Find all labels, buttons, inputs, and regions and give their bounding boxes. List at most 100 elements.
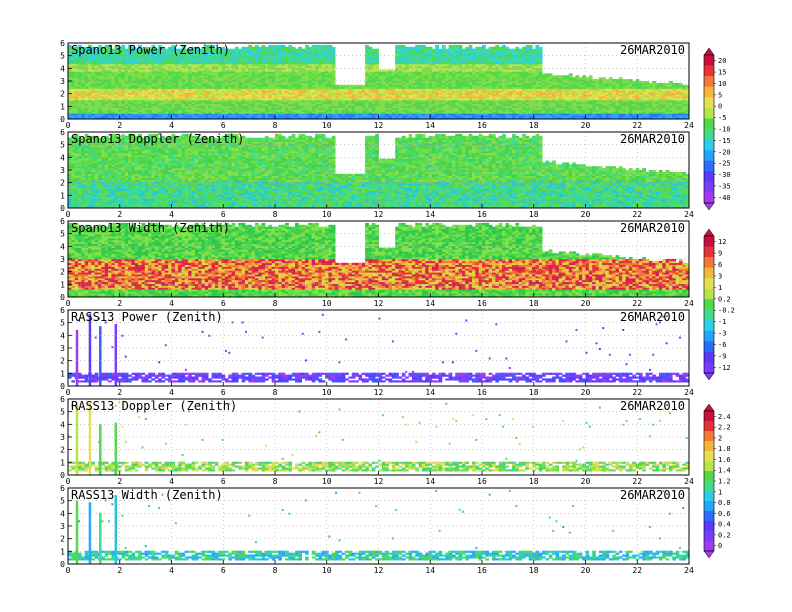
heatmap-cell <box>178 58 182 60</box>
heatmap-cell <box>482 85 486 87</box>
heatmap-cell <box>328 115 332 117</box>
heatmap-cell <box>98 87 102 89</box>
heatmap-cell <box>492 104 496 106</box>
heatmap-cell <box>268 81 272 83</box>
heatmap-cell <box>215 83 219 85</box>
heatmap-cell <box>308 51 312 53</box>
heatmap-cell <box>175 104 179 106</box>
heatmap-cell <box>312 94 316 96</box>
heatmap-cell <box>215 64 219 66</box>
heatmap-cell <box>145 77 149 79</box>
heatmap-cell <box>265 91 269 93</box>
heatmap-cell <box>78 68 82 70</box>
heatmap-cell <box>151 106 155 108</box>
heatmap-cell <box>469 108 473 110</box>
heatmap-cell <box>212 60 216 62</box>
heatmap-cell <box>452 51 456 53</box>
heatmap-cell <box>522 66 526 68</box>
heatmap-cell <box>512 85 516 87</box>
heatmap-cell <box>282 113 286 115</box>
heatmap-cell <box>195 73 199 75</box>
heatmap-cell <box>419 100 423 102</box>
heatmap-cell <box>115 75 119 77</box>
heatmap-cell <box>228 58 232 60</box>
heatmap-cell <box>178 68 182 70</box>
heatmap-cell <box>115 64 119 66</box>
heatmap-cell <box>85 75 89 77</box>
heatmap-cell <box>128 83 132 85</box>
heatmap-cell <box>101 98 105 100</box>
heatmap-cell <box>121 89 125 91</box>
heatmap-cell <box>292 94 296 96</box>
heatmap-cell <box>101 102 105 104</box>
heatmap-cell <box>265 83 269 85</box>
heatmap-cell <box>389 89 393 91</box>
heatmap-cell <box>358 87 362 89</box>
heatmap-cell <box>232 113 236 115</box>
heatmap-cell <box>188 60 192 62</box>
heatmap-cell <box>365 60 369 62</box>
heatmap-cell <box>282 68 286 70</box>
heatmap-cell <box>185 94 189 96</box>
heatmap-cell <box>322 49 326 51</box>
heatmap-cell <box>258 113 262 115</box>
heatmap-cell <box>212 77 216 79</box>
heatmap-cell <box>75 83 79 85</box>
heatmap-cell <box>278 73 282 75</box>
heatmap-cell <box>312 58 316 60</box>
heatmap-cell <box>412 51 416 53</box>
heatmap-cell <box>81 104 85 106</box>
heatmap-cell <box>445 98 449 100</box>
heatmap-cell <box>262 64 266 66</box>
heatmap-cell <box>128 94 132 96</box>
heatmap-cell <box>475 70 479 72</box>
heatmap-cell <box>298 111 302 113</box>
heatmap-cell <box>419 77 423 79</box>
heatmap-cell <box>459 81 463 83</box>
heatmap-cell <box>235 100 239 102</box>
heatmap-cell <box>355 85 359 87</box>
heatmap-cell <box>415 70 419 72</box>
heatmap-cell <box>325 96 329 98</box>
heatmap-cell <box>282 96 286 98</box>
heatmap-cell <box>81 106 85 108</box>
heatmap-cell <box>439 66 443 68</box>
heatmap-cell <box>315 111 319 113</box>
heatmap-cell <box>499 75 503 77</box>
heatmap-cell <box>218 64 222 66</box>
heatmap-cell <box>362 108 366 110</box>
heatmap-cell <box>151 115 155 117</box>
heatmap-cell <box>85 104 89 106</box>
heatmap-cell <box>242 91 246 93</box>
heatmap-cell <box>442 77 446 79</box>
heatmap-cell <box>332 68 336 70</box>
heatmap-cell <box>268 83 272 85</box>
heatmap-cell <box>282 94 286 96</box>
heatmap-cell <box>68 100 72 102</box>
heatmap-cell <box>151 68 155 70</box>
heatmap-cell <box>248 106 252 108</box>
heatmap-cell <box>485 100 489 102</box>
heatmap-cell <box>161 96 165 98</box>
heatmap-cell <box>449 70 453 72</box>
heatmap-cell <box>135 115 139 117</box>
heatmap-cell <box>439 75 443 77</box>
heatmap-cell <box>452 89 456 91</box>
heatmap-cell <box>415 72 419 74</box>
heatmap-cell <box>345 89 349 91</box>
heatmap-cell <box>298 66 302 68</box>
heatmap-cell <box>395 87 399 89</box>
heatmap-cell <box>98 85 102 87</box>
heatmap-cell <box>308 115 312 117</box>
heatmap-cell <box>502 91 506 93</box>
heatmap-cell <box>469 64 473 66</box>
heatmap-cell <box>489 104 493 106</box>
heatmap-cell <box>365 108 369 110</box>
heatmap-cell <box>368 47 372 49</box>
heatmap-cell <box>141 58 145 60</box>
heatmap-cell <box>148 77 152 79</box>
heatmap-cell <box>212 106 216 108</box>
heatmap-cell <box>522 60 526 62</box>
heatmap-cell <box>405 72 409 74</box>
heatmap-cell <box>372 94 376 96</box>
